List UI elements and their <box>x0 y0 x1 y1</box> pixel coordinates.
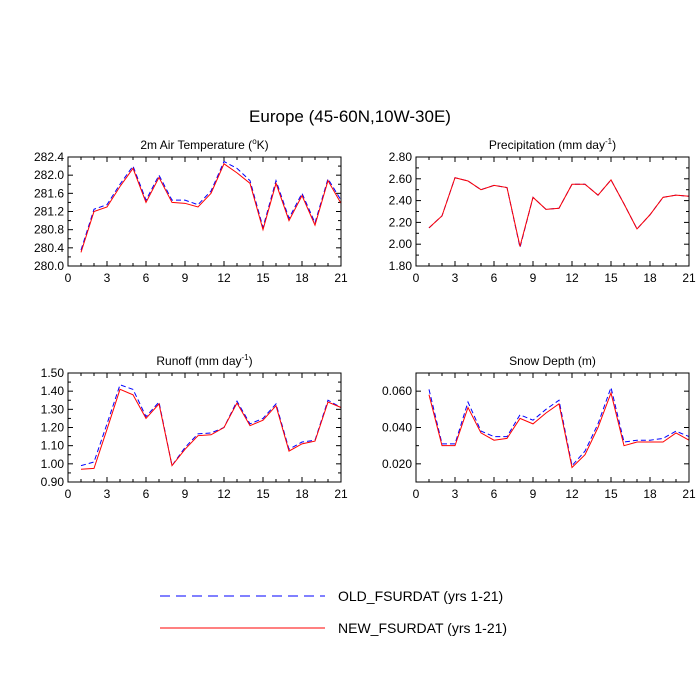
y-tick-label: 2.20 <box>389 215 413 229</box>
y-tick-label: 2.00 <box>389 237 413 251</box>
panel-title-suffix: K) <box>257 138 269 152</box>
x-tick-label: 21 <box>334 271 348 285</box>
y-tick-label: 281.6 <box>34 186 64 200</box>
series-line-new <box>80 388 342 470</box>
x-tick-label: 12 <box>217 271 231 285</box>
x-tick-label: 18 <box>295 487 309 501</box>
y-tick-label: 1.30 <box>41 402 65 416</box>
panel-title-suffix: ) <box>249 354 253 368</box>
panel-title-runoff: Runoff (mm day-1) <box>156 353 252 368</box>
x-tick-label: 3 <box>452 487 459 501</box>
x-tick-label: 9 <box>530 271 537 285</box>
x-tick-label: 15 <box>604 487 618 501</box>
x-tick-label: 15 <box>256 487 270 501</box>
y-tick-label: 1.40 <box>41 384 65 398</box>
panel-title-text: Snow Depth (m) <box>509 354 596 368</box>
panel-title-air-temperature: 2m Air Temperature (oK) <box>140 137 268 152</box>
x-tick-label: 18 <box>643 271 657 285</box>
panel-title-superscript: o <box>252 137 257 146</box>
y-tick-label: 282.0 <box>34 168 64 182</box>
chart-panels: 2m Air Temperature (oK) 0 3 6 9 12 15 18 21 280.0… <box>34 137 696 501</box>
panel-snow-depth: Snow Depth (m) 0 3 6 9 12 15 18 21 0.020 0.040 0.06… <box>382 354 696 501</box>
panel-title-text: 2m Air Temperature ( <box>140 138 252 152</box>
y-tick-label: 2.60 <box>389 172 413 186</box>
plot-frame <box>415 156 690 267</box>
x-tick-label: 9 <box>182 271 189 285</box>
series-line-old <box>80 384 342 467</box>
x-tick-label: 18 <box>643 487 657 501</box>
x-tick-label: 6 <box>491 487 498 501</box>
y-tick-label: 2.40 <box>389 194 413 208</box>
x-tick-label: 6 <box>143 487 150 501</box>
series-line-old <box>80 160 342 251</box>
plot-frame <box>67 372 342 483</box>
y-tick-label: 1.10 <box>41 439 65 453</box>
y-tick-label: 281.2 <box>34 205 64 219</box>
x-tick-label: 0 <box>65 271 72 285</box>
y-tick-label: 0.90 <box>41 475 65 489</box>
y-tick-label: 280.4 <box>34 241 64 255</box>
x-tick-label: 6 <box>143 271 150 285</box>
y-tick-label: 1.20 <box>41 421 65 435</box>
y-tick-label: 0.020 <box>382 457 412 471</box>
x-tick-label: 9 <box>182 487 189 501</box>
y-tick-label: 280.0 <box>34 259 64 273</box>
panel-runoff: Runoff (mm day-1) 0 3 6 9 12 15 18 21 0.90 1.00 1.1… <box>41 353 348 501</box>
panel-title-snow-depth: Snow Depth (m) <box>509 354 596 368</box>
panel-title-superscript: -1 <box>242 353 250 362</box>
y-tick-label: 1.50 <box>41 366 65 380</box>
x-tick-label: 12 <box>565 487 579 501</box>
x-tick-label: 3 <box>104 271 111 285</box>
x-tick-label: 12 <box>217 487 231 501</box>
legend: OLD_FSURDAT (yrs 1-21) NEW_FSURDAT (yrs … <box>160 588 507 636</box>
series-line-old <box>428 385 690 467</box>
panel-title-suffix: ) <box>612 138 616 152</box>
panel-title-text: Runoff (mm day <box>156 354 241 368</box>
x-tick-label: 18 <box>295 271 309 285</box>
x-tick-label: 12 <box>565 271 579 285</box>
x-tick-label: 0 <box>413 487 420 501</box>
panel-air-temperature: 2m Air Temperature (oK) 0 3 6 9 12 15 18 21 280.0… <box>34 137 348 285</box>
series-line-old <box>428 177 690 248</box>
legend-new-label: NEW_FSURDAT (yrs 1-21) <box>338 620 507 636</box>
y-tick-label: 1.80 <box>389 259 413 273</box>
x-tick-label: 6 <box>491 271 498 285</box>
y-tick-label: 0.040 <box>382 421 412 435</box>
y-tick-label: 0.060 <box>382 384 412 398</box>
y-tick-label: 2.80 <box>389 150 413 164</box>
panel-precipitation: Precipitation (mm day-1) 0 3 6 9 12 15 18 21 1.80… <box>389 137 696 285</box>
x-tick-label: 0 <box>65 487 72 501</box>
x-tick-label: 21 <box>682 271 696 285</box>
panel-title-text: Precipitation (mm day <box>489 138 605 152</box>
x-tick-label: 15 <box>256 271 270 285</box>
plot-frame <box>415 372 690 483</box>
series-line-new <box>428 177 690 247</box>
series-line-new <box>80 163 342 253</box>
figure-title: Europe (45-60N,10W-30E) <box>249 107 451 126</box>
x-tick-label: 21 <box>682 487 696 501</box>
x-tick-label: 3 <box>104 487 111 501</box>
series-line-new <box>428 391 690 469</box>
y-tick-label: 1.00 <box>41 457 65 471</box>
legend-old-label: OLD_FSURDAT (yrs 1-21) <box>338 588 503 604</box>
x-tick-label: 3 <box>452 271 459 285</box>
panel-title-superscript: -1 <box>605 137 613 146</box>
plot-frame <box>67 156 342 267</box>
x-tick-label: 15 <box>604 271 618 285</box>
x-tick-label: 0 <box>413 271 420 285</box>
x-tick-label: 21 <box>334 487 348 501</box>
x-tick-label: 9 <box>530 487 537 501</box>
panel-title-precipitation: Precipitation (mm day-1) <box>489 137 616 152</box>
y-tick-label: 282.4 <box>34 150 64 164</box>
y-tick-label: 280.8 <box>34 223 64 237</box>
